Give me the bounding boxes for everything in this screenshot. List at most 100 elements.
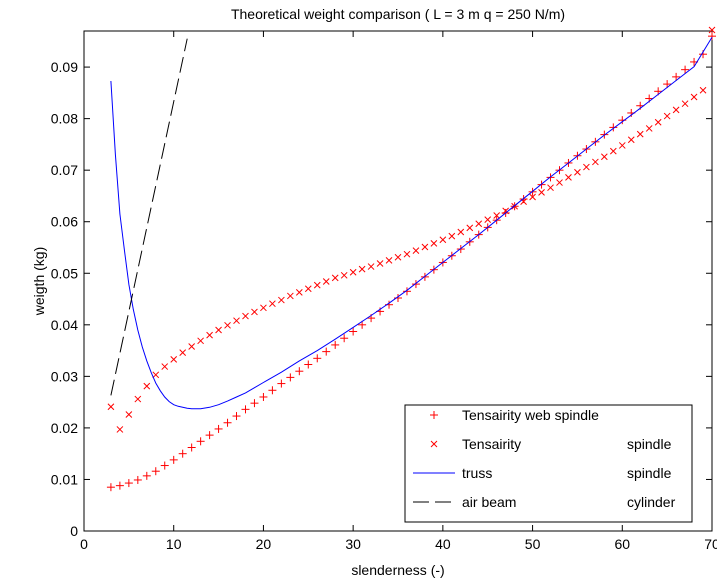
- data-point: [313, 354, 322, 363]
- x-tick-label: 70: [704, 536, 717, 552]
- data-point: [107, 403, 115, 411]
- data-point: [124, 479, 133, 488]
- data-point: [322, 278, 330, 285]
- legend-label: truss: [462, 465, 492, 481]
- data-point: [394, 294, 402, 303]
- data-point: [385, 257, 393, 264]
- data-point: [430, 240, 438, 247]
- data-point: [547, 184, 554, 192]
- data-point: [663, 112, 671, 120]
- data-point: [403, 250, 411, 258]
- data-point: [115, 481, 124, 490]
- data-point: [529, 193, 536, 201]
- data-point: [143, 382, 151, 390]
- legend-label-suffix: spindle: [627, 436, 672, 452]
- data-point: [421, 243, 429, 251]
- legend-marker: [430, 440, 438, 448]
- x-tick-label: 30: [345, 536, 361, 552]
- data-point: [439, 236, 447, 244]
- data-point: [609, 123, 618, 132]
- y-tick-label: 0.04: [51, 317, 78, 333]
- data-point: [672, 106, 680, 114]
- data-point: [214, 424, 223, 433]
- data-point: [681, 100, 689, 108]
- y-tick-label: 0.03: [51, 368, 78, 384]
- x-tick-label: 60: [614, 536, 630, 552]
- data-point: [484, 216, 492, 224]
- data-point: [358, 320, 367, 329]
- data-point: [233, 317, 240, 325]
- data-point: [592, 158, 599, 166]
- data-point: [268, 386, 277, 395]
- legend-label: Tensairity web spindle: [462, 407, 599, 423]
- series-line: [110, 36, 713, 410]
- data-point: [161, 363, 169, 370]
- data-point: [250, 399, 259, 408]
- data-point: [448, 232, 456, 240]
- data-point: [466, 224, 474, 232]
- data-point: [242, 312, 249, 320]
- data-point: [600, 153, 608, 161]
- y-tick-labels: 0 0.01 0.02 0.03 0.04 0.05 0.06 0.07 0.08 0.09: [51, 59, 78, 539]
- data-point: [206, 331, 213, 339]
- data-point: [331, 274, 339, 282]
- data-point: [502, 207, 510, 215]
- data-point: [151, 467, 160, 476]
- data-point: [286, 373, 295, 382]
- data-point: [681, 65, 690, 74]
- y-tick-label: 0: [70, 523, 78, 539]
- series-line: [110, 38, 188, 396]
- data-point: [304, 285, 312, 293]
- data-point: [574, 168, 581, 176]
- data-point: [224, 321, 231, 329]
- data-point: [196, 437, 205, 446]
- data-point: [583, 163, 590, 171]
- data-point: [331, 340, 340, 349]
- data-point: [402, 287, 411, 296]
- y-tick-label: 0.02: [51, 420, 78, 436]
- data-point: [133, 475, 142, 484]
- data-point: [188, 343, 196, 350]
- data-point: [412, 247, 420, 254]
- y-axis-label: weigth (kg): [31, 247, 47, 316]
- data-point: [340, 271, 348, 279]
- x-tick-labels: 0 10 20 30 40 50 60 70: [80, 536, 717, 552]
- data-point: [286, 292, 294, 300]
- x-axis-label: slenderness (-): [351, 562, 444, 578]
- data-point: [699, 86, 707, 94]
- legend-marker: [430, 411, 438, 419]
- data-point: [304, 360, 313, 369]
- data-point: [278, 296, 285, 304]
- series-layer: [106, 26, 716, 492]
- axis-ticks: [83, 31, 713, 532]
- data-point: [322, 347, 331, 356]
- data-point: [106, 483, 115, 492]
- data-point: [116, 426, 124, 433]
- data-point: [493, 212, 501, 219]
- x-tick-label: 0: [80, 536, 88, 552]
- data-point: [251, 308, 258, 316]
- x-tick-label: 40: [435, 536, 451, 552]
- data-point: [556, 179, 563, 186]
- data-point: [223, 418, 232, 427]
- data-point: [565, 174, 572, 181]
- data-point: [197, 337, 204, 345]
- data-point: [457, 228, 465, 236]
- y-tick-label: 0.09: [51, 59, 78, 75]
- legend-label-suffix: cylinder: [627, 494, 676, 510]
- data-point: [411, 280, 420, 289]
- data-point: [690, 93, 698, 101]
- data-point: [708, 32, 716, 41]
- data-point: [134, 395, 142, 403]
- legend-box: [404, 404, 693, 523]
- data-point: [618, 142, 626, 149]
- data-point: [205, 431, 214, 440]
- data-point: [358, 265, 366, 273]
- data-point: [169, 455, 178, 464]
- data-point: [260, 304, 267, 312]
- data-point: [187, 443, 196, 452]
- data-point: [241, 405, 250, 414]
- data-point: [125, 411, 133, 418]
- legend-label-suffix: spindle: [627, 465, 672, 481]
